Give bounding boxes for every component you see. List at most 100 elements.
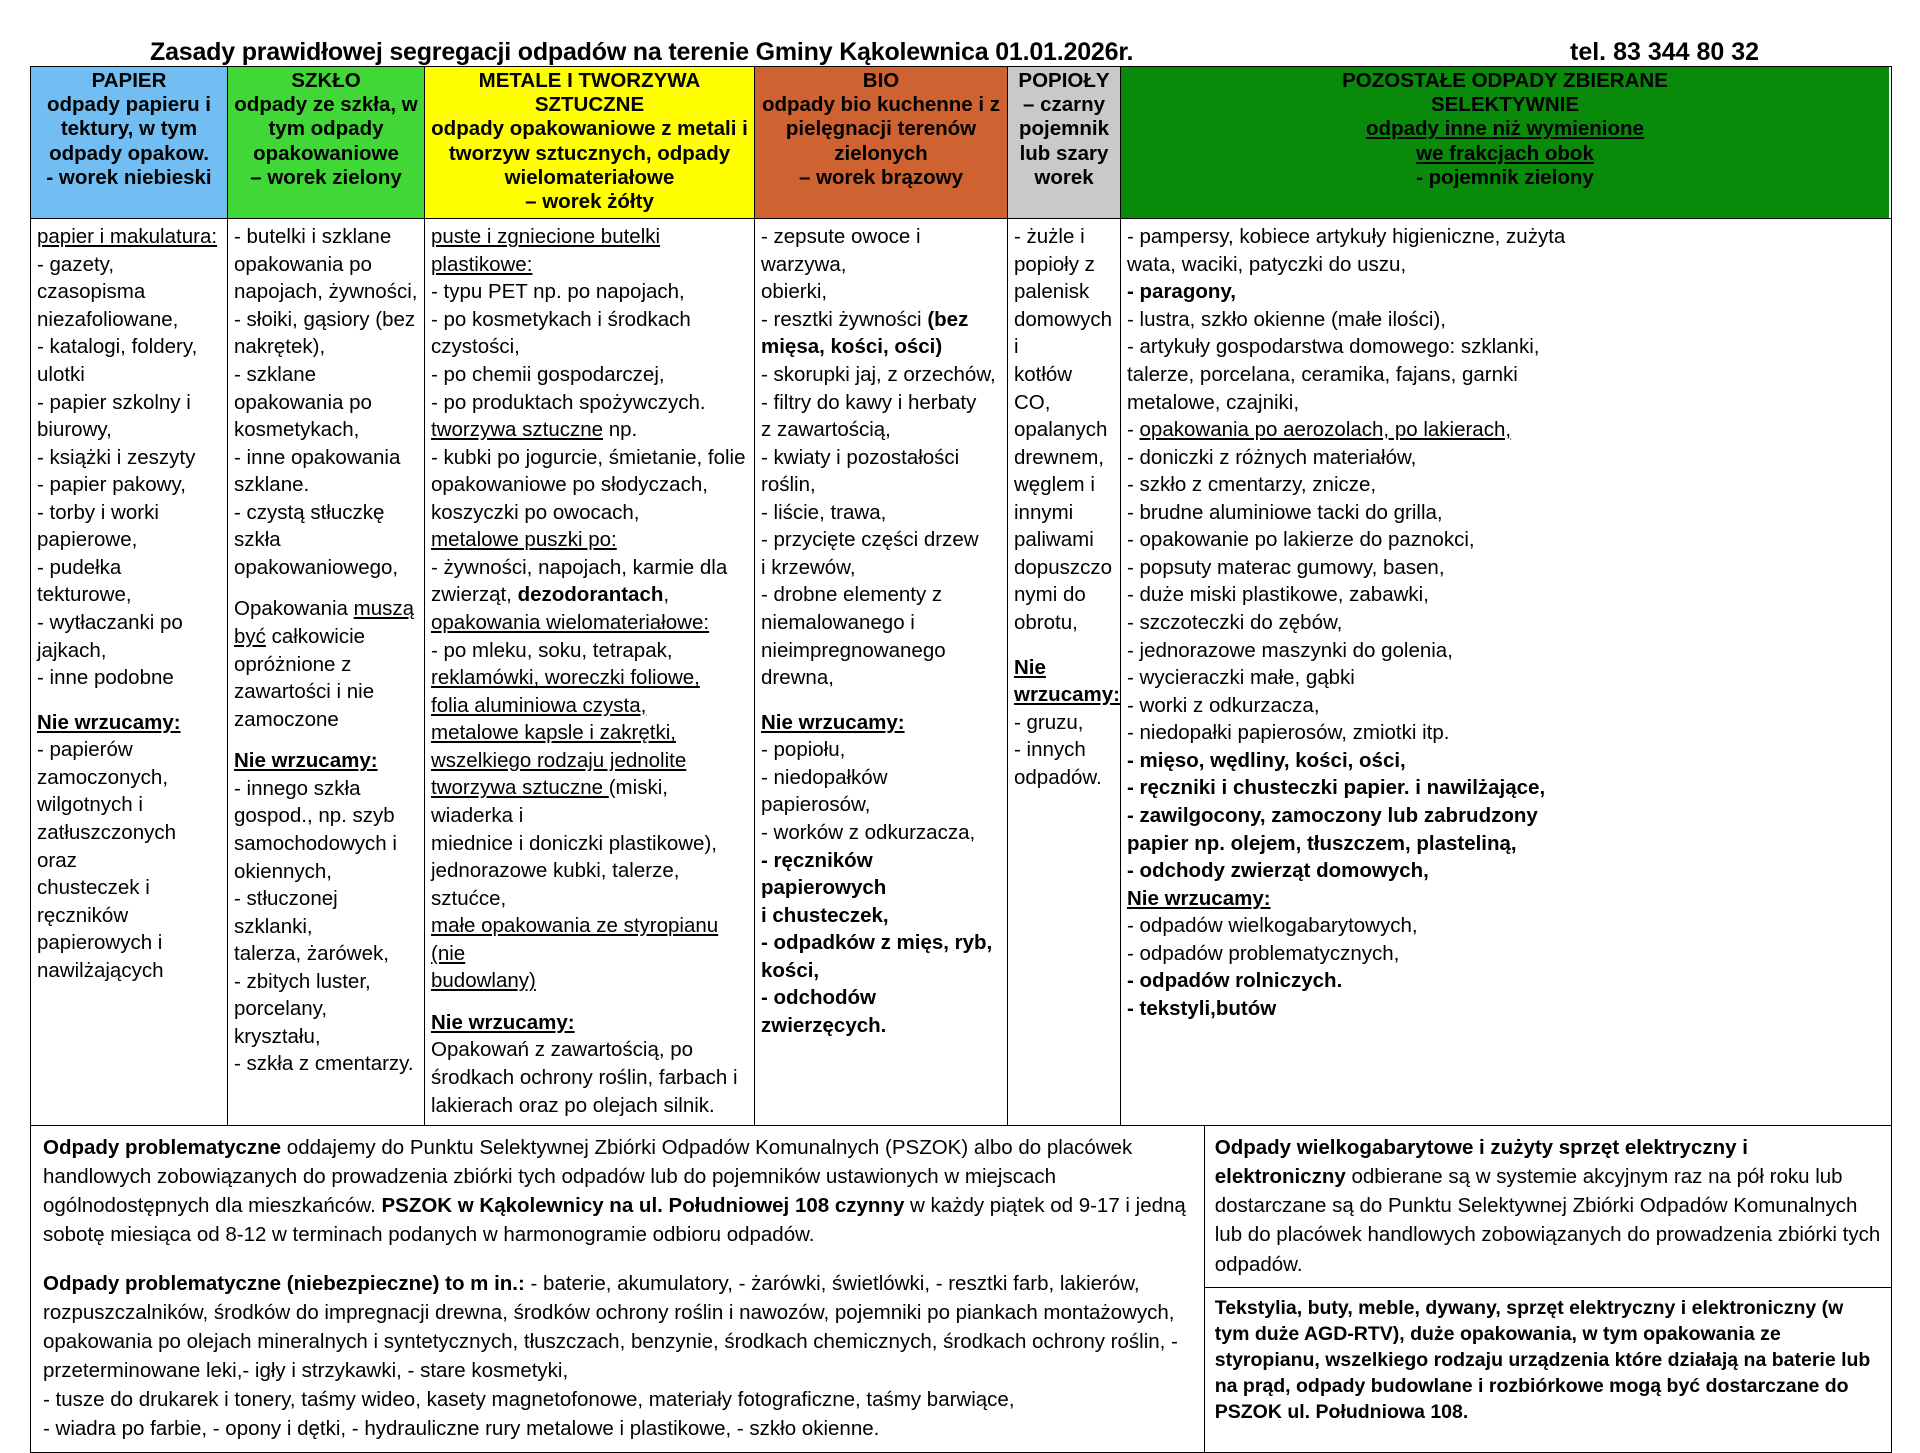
list-line: odpadów.: [1014, 765, 1102, 789]
list-line: - wycieraczki małe, gąbki: [1127, 666, 1355, 690]
list-line: niemalowanego i: [761, 611, 915, 634]
header-line: SZKŁO: [291, 69, 361, 92]
list-line: papierowych i: [37, 931, 163, 955]
list-line: Nie wrzucamy:: [431, 1010, 575, 1034]
list-line: - resztki żywności (bez: [761, 307, 969, 331]
list-line: metalowe, czajniki,: [1127, 390, 1300, 414]
list-line: domowych i: [1014, 307, 1112, 359]
list-line: zawartości i nie: [234, 680, 375, 704]
page-title: Zasady prawidłowej segregacji odpadów na…: [150, 38, 1134, 66]
list-line: opakowania po: [234, 390, 372, 414]
header-line: tym odpady: [268, 117, 384, 141]
column-header-rest-selective: POZOSTAŁE ODPADY ZBIERANE SELEKTYWNIE odpa…: [1121, 67, 1889, 219]
list-line: - skorupki jaj, z orzechów,: [761, 362, 996, 386]
list-line: - pudełka tekturowe,: [37, 555, 132, 607]
list-line: środkach ochrony roślin, farbach i: [431, 1066, 738, 1089]
list-line: - typu PET np. po napojach,: [431, 280, 685, 304]
column-body-glass: - butelki i szklane opakowania po napojach…: [228, 219, 425, 1126]
list-line: chusteczek i: [37, 876, 150, 900]
list-line: - papierów: [37, 738, 133, 762]
footer-text: Tekstylia, buty, meble, dywany, sprzęt e…: [1214, 1296, 1871, 1424]
list-line: talerza, żarówek,: [234, 942, 389, 966]
header-line: – worek żółty: [525, 189, 654, 213]
title-bar: Zasady prawidłowej segregacji odpadów na…: [0, 38, 1920, 68]
list-line: Opakowania muszą: [234, 597, 415, 621]
list-line: - jednorazowe maszynki do golenia,: [1127, 638, 1453, 662]
list-line: - gazety,: [37, 252, 115, 276]
list-line: - paragony,: [1127, 280, 1236, 304]
list-line: z zawartością,: [761, 418, 891, 442]
list-line: nakrętek),: [234, 335, 326, 359]
list-line: Nie wrzucamy:: [37, 710, 181, 734]
footer-paragraph: - wiadra po farbie, - opony i dętki, - h…: [43, 1417, 880, 1441]
list-line: - odpadków z mięs, ryb,: [761, 931, 993, 955]
header-line: – czarny: [1022, 93, 1106, 117]
list-line: zamoczonych,: [37, 765, 169, 789]
list-line: węglem i: [1014, 473, 1095, 497]
list-line: biurowy,: [37, 418, 112, 442]
column-body-paper: papier i makulatura: - gazety, czasopisma n…: [31, 219, 228, 1126]
footer-text: odbierane są w systemie akcyjnym raz na …: [1214, 1165, 1881, 1276]
footer-problematic-waste: Odpady problematyczne oddajemy do Punktu…: [31, 1126, 1205, 1453]
header-line: odpady ze szkła, w: [234, 93, 418, 117]
list-line: Nie wrzucamy:: [1127, 886, 1271, 910]
text-gap: [234, 581, 418, 595]
list-line: nymi do: [1014, 583, 1086, 607]
footer-textiles-note: Tekstylia, buty, meble, dywany, sprzęt e…: [1205, 1288, 1891, 1434]
list-line: - czystą stłuczkę: [234, 500, 385, 524]
list-line: - gruzu,: [1014, 710, 1084, 734]
list-line: tworzywa sztuczne np.: [431, 418, 638, 442]
header-line: - pojemnik zielony: [1416, 165, 1594, 189]
list-line: popioły z: [1014, 252, 1095, 276]
list-line: roślin,: [761, 473, 816, 497]
column-body-ash: - żużle i popioły z palenisk domowych i kotł…: [1008, 219, 1121, 1126]
column-body-bio: - zepsute owoce i warzywa, obierki, - resz…: [755, 219, 1008, 1126]
text-gap: [761, 692, 1001, 709]
contact-phone: tel. 83 344 80 32: [1570, 38, 1760, 66]
header-line: pielęgnacji terenów: [785, 117, 977, 141]
list-line: puste i zgniecione butelki plastikowe:: [431, 225, 661, 276]
header-line: odpady papieru i: [46, 93, 212, 117]
column-header-metal-plastic: METALE I TWORZYWA SZTUCZNE odpady opakowa…: [425, 67, 755, 219]
list-line: obrotu,: [1014, 611, 1078, 634]
list-line: - butelki i szklane: [234, 225, 392, 249]
footer-right-column: Odpady wielkogabarytowe i zużyty sprzęt …: [1204, 1126, 1891, 1452]
list-line: - tekstyli,butów: [1127, 996, 1277, 1020]
list-line: - doniczki z różnych materiałów,: [1127, 445, 1417, 469]
list-line: - opakowanie po lakierze do paznokci,: [1127, 528, 1475, 552]
list-line: papierowe,: [37, 528, 138, 552]
text-gap: [37, 692, 221, 709]
header-line: we frakcjach obok: [1416, 141, 1594, 165]
list-line: - mięso, wędliny, kości, ości,: [1127, 748, 1406, 772]
list-line: - inne podobne: [37, 666, 174, 690]
list-line: kosmetykach,: [234, 418, 360, 442]
list-line: - przycięte części drzew: [761, 528, 979, 552]
list-line: - innych: [1014, 738, 1086, 762]
column-header-glass: SZKŁO odpady ze szkła, w tym odpady opakowa…: [228, 67, 425, 219]
list-line: miednice i doniczki plastikowe),: [431, 831, 717, 855]
list-line: wszelkiego rodzaju jednolite: [431, 748, 687, 772]
list-line: - żużle i: [1014, 225, 1085, 249]
header-line: METALE I TWORZYWA SZTUCZNE: [478, 69, 701, 117]
header-line: odpady inne niż wymienione: [1366, 117, 1644, 141]
list-line: wilgotnych i: [37, 793, 143, 817]
list-line: innymi: [1014, 500, 1074, 524]
table-footer-row: Odpady problematyczne oddajemy do Punktu…: [31, 1125, 1891, 1453]
list-line: tworzywa sztuczne (miski, wiaderka i: [431, 776, 668, 827]
table-body-row: papier i makulatura: - gazety, czasopisma n…: [31, 218, 1891, 1126]
list-line: nieimpregnowanego: [761, 638, 946, 662]
list-line: - odpadów problematycznych,: [1127, 941, 1400, 965]
list-line: - katalogi, foldery,: [37, 335, 198, 359]
list-line: opakowania wielomateriałowe:: [431, 611, 710, 634]
column-header-ash: POPIOŁY – czarny pojemnik lub szary worek: [1008, 67, 1121, 219]
list-line: - szkła z cmentarzy.: [234, 1052, 414, 1076]
list-line: - odchody zwierząt domowych,: [1127, 859, 1429, 883]
list-line: ręczników: [37, 903, 129, 927]
list-line: - papier szkolny i: [37, 390, 191, 414]
list-line: gospod., np. szyb: [234, 804, 395, 828]
list-line: opakowania po: [234, 252, 372, 276]
list-line: - popsuty materac gumowy, basen,: [1127, 555, 1445, 579]
list-line: - słoiki, gąsiory (bez: [234, 307, 416, 331]
list-line: - ręczniki i chusteczki papier. i nawilż…: [1127, 776, 1546, 800]
list-line: - wytłaczanki po: [37, 611, 183, 634]
